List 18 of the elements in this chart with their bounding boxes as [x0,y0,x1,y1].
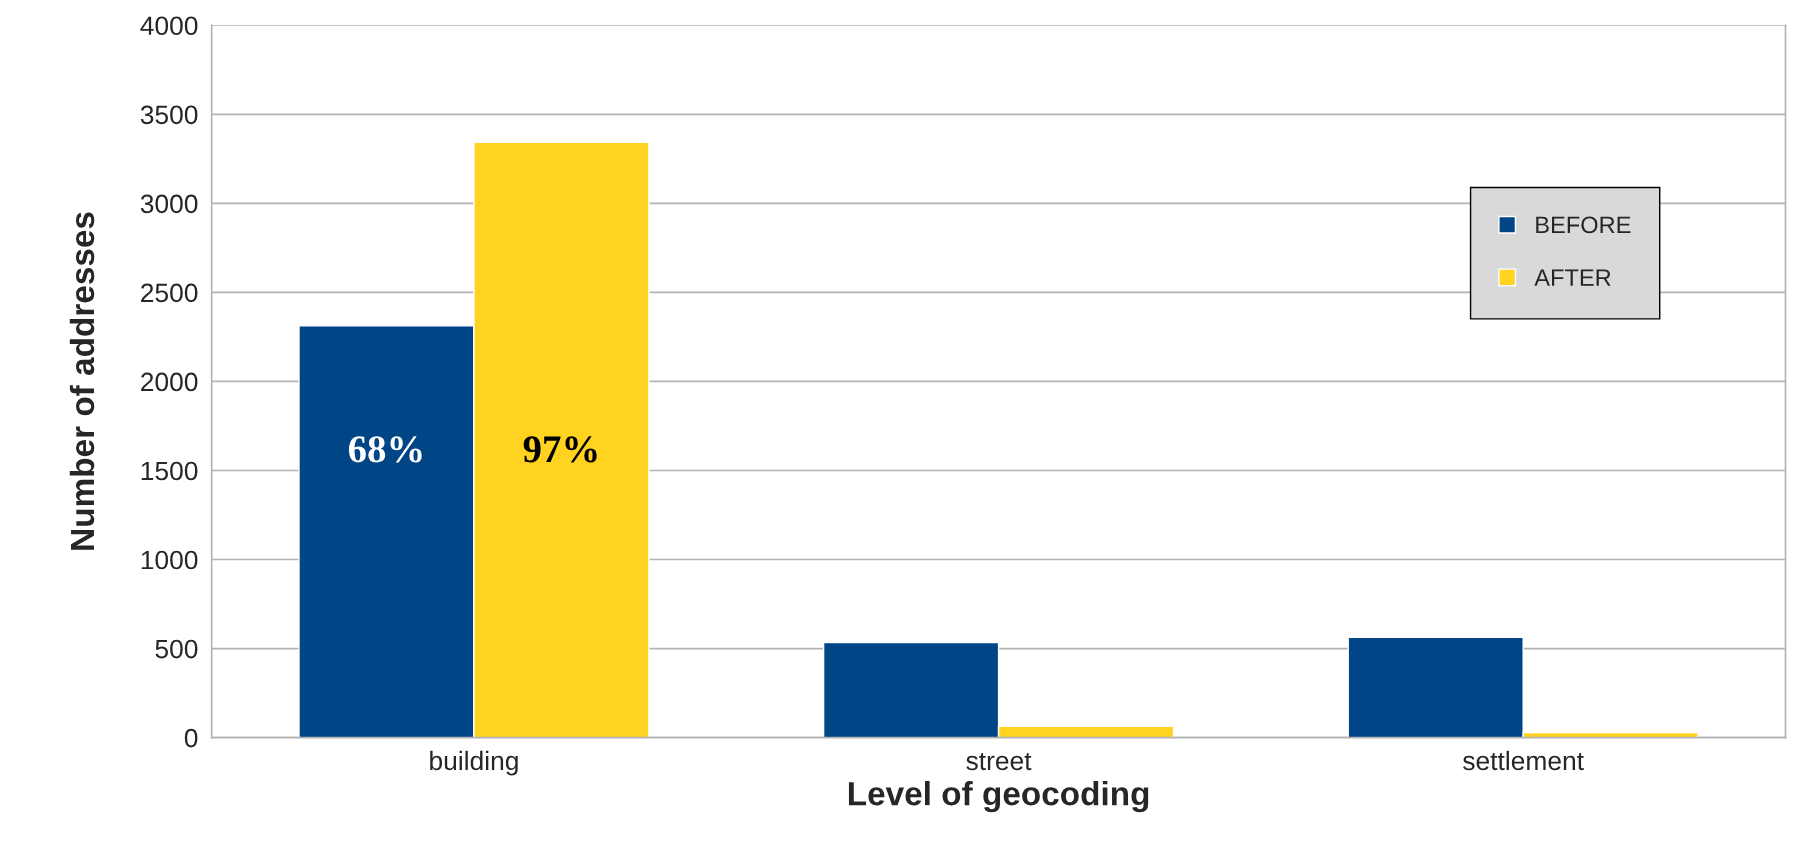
y-tick-label: 3500 [140,105,198,125]
y-tick-label: 3000 [140,194,198,214]
legend-label: AFTER [1534,269,1611,286]
y-tick-label: 0 [184,728,198,748]
y-axis-title: Number of addresses [69,212,95,550]
annotation: 97% [523,436,597,463]
x-tick-label: building [430,750,518,776]
y-tick-label: 2000 [141,372,198,392]
y-tick-label: 4000 [140,16,198,36]
legend-label: BEFORE [1536,216,1631,234]
y-tick-label: 1500 [141,461,198,481]
y-tick-label: 1000 [141,550,198,570]
annotation: 68% [348,436,422,463]
x-axis-title: Level of geocoding [848,780,1149,813]
y-tick-label: 500 [155,639,198,659]
x-tick-label: street [966,752,1032,771]
y-tick-label: 2500 [141,283,198,303]
x-tick-label: settlement [1463,750,1584,771]
